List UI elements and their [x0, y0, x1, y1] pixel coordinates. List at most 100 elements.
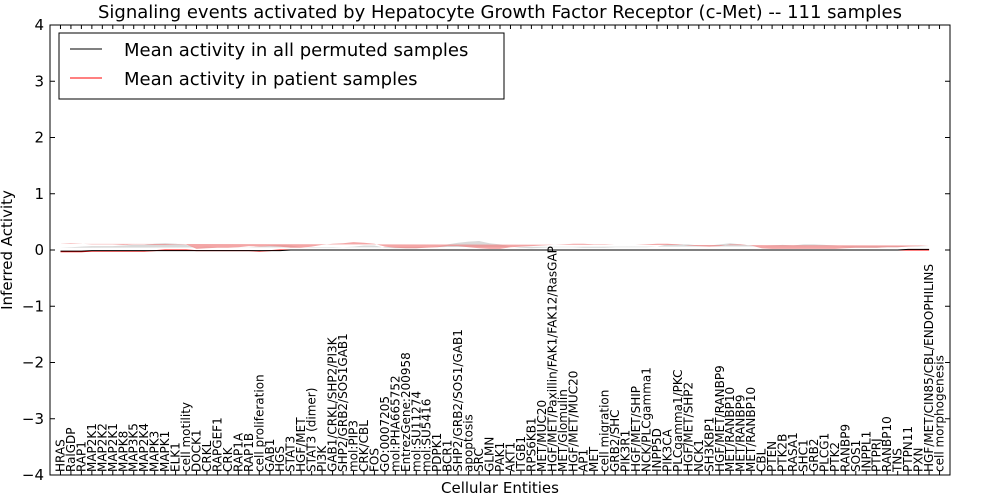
entity-label: CBL	[755, 448, 769, 472]
entity-label: mol:SU11274	[409, 391, 423, 472]
legend-label-patient: Mean activity in patient samples	[124, 69, 418, 90]
entity-label: MAP2K1	[106, 423, 120, 472]
y-tick-label: 0	[34, 241, 44, 259]
entity-label: PTPRJ	[870, 438, 884, 472]
entity-label: CRK	[221, 446, 235, 472]
entity-label: FOS	[367, 448, 381, 472]
entity-label: TNS	[891, 448, 905, 473]
entity-label: HGF/MET/MUC20	[566, 371, 580, 472]
y-tick-label: 4	[34, 16, 44, 34]
y-tick-label: −3	[22, 410, 44, 428]
entity-label: HGS	[273, 446, 287, 472]
y-tick-label: −4	[22, 466, 44, 484]
x-axis: HRASRalGDPRAP1MAP2K1MAP2K2MAP2K1MAPK8MAP…	[54, 25, 947, 475]
entity-label: MAP3K5	[127, 423, 141, 472]
lines-layer	[60, 248, 930, 253]
y-axis-label: Inferred Activity	[0, 190, 16, 310]
patient-band	[60, 242, 930, 249]
entity-label: PAK1	[493, 442, 507, 472]
entity-label: ELK1	[169, 442, 183, 472]
entity-label: SHP2/GRB2/SOS1GAB1	[336, 333, 350, 472]
entity-label: SRC	[472, 448, 486, 472]
entity-label: mol:PHA665752	[388, 375, 402, 472]
entity-label: AP1	[577, 449, 591, 472]
entity-label: RAP1B	[242, 433, 256, 472]
entity-label: mol:PIP3	[347, 420, 361, 472]
entity-label: MAPK1	[158, 431, 172, 472]
entity-label: MAPK8	[116, 431, 130, 472]
y-tick-label: 2	[34, 129, 44, 147]
entity-label: HGF/MET/Paxillin/FAK1/FAK12/RasGAP	[545, 246, 559, 472]
entity-label: INPPL1	[859, 431, 873, 472]
entity-label: GAB1	[263, 439, 277, 472]
entity-label: SHC1	[797, 439, 811, 472]
entity-label: RANBP10	[880, 416, 894, 472]
y-axis: −4 −3 −2 −1 0 1 2 3 4	[22, 16, 950, 484]
chart-title: Signaling events activated by Hepatocyte…	[98, 2, 902, 23]
y-tick-label: −1	[22, 297, 44, 315]
y-tick-label: 3	[34, 72, 44, 90]
entity-label: HGF/MET/RANBP9	[713, 365, 727, 472]
entity-label: STAT3	[284, 436, 298, 472]
entity-label: PTEN	[765, 441, 779, 472]
legend-label-permuted: Mean activity in all permuted samples	[124, 40, 468, 61]
y-tick-label: 1	[34, 185, 44, 203]
entity-label: MAP2K1	[85, 423, 99, 472]
entity-label: HGF/MET	[294, 417, 308, 472]
entity-label: cell motility	[179, 402, 193, 472]
entity-label: PDPK1	[430, 433, 444, 472]
entity-label: AKT1	[504, 442, 518, 472]
entity-label: RalGDP	[64, 427, 78, 472]
entity-label: MAPK3	[148, 431, 162, 472]
entity-label: HGF/MET/SHP2	[681, 382, 695, 472]
entity-label: EntrezGene:200958	[399, 352, 413, 472]
entity-label: RPS6KB1	[524, 417, 538, 472]
permuted-mean-line	[60, 248, 930, 252]
entity-label: BCR1	[441, 440, 455, 472]
entity-label: STAT3 (dimer)	[305, 388, 319, 472]
entity-label: HGF/MET/CIN85/CBL/ENDOPHILINS	[922, 264, 936, 472]
entity-label: RAP1A	[231, 432, 245, 472]
entity-label: PTK2	[828, 442, 842, 472]
bands-layer	[60, 241, 930, 249]
entity-label: PLCgamma1/PKC	[671, 369, 685, 472]
entity-label: PTK2B	[776, 434, 790, 472]
entity-label: cell migration	[598, 390, 612, 472]
entity-label: GLMN	[483, 437, 497, 472]
entity-label: MAP2K4	[137, 423, 151, 472]
entity-label: INPP5D	[650, 428, 664, 472]
entity-label: ITGB1	[514, 436, 528, 472]
entity-label: apoptosis	[462, 414, 476, 472]
entity-label: HGF/MET/SHIP	[629, 386, 643, 472]
entity-label: CRKL	[200, 440, 214, 472]
entity-label: cell morphogenesis	[933, 355, 947, 472]
entity-label: SHP2/GRB2/SOS1/GAB1	[451, 329, 465, 472]
entity-label: RAPGEF1	[210, 417, 224, 472]
entity-label: DOCK1	[190, 429, 204, 472]
entity-label: SOS1	[849, 440, 863, 472]
entity-label: RASA1	[786, 432, 800, 472]
entity-label: MET/RANBP10	[744, 387, 758, 472]
entity-label: MET/RANBP9	[734, 395, 748, 472]
entity-label: cell proliferation	[252, 374, 266, 472]
entity-label: CRK/CBL	[357, 420, 371, 472]
entity-label: MET	[587, 446, 601, 472]
entity-label: MET/MUC20	[535, 400, 549, 472]
entity-label: MET/Glomulin	[556, 389, 570, 472]
entity-label: HRAS	[54, 439, 68, 472]
entity-label: GRB2	[807, 438, 821, 472]
legend-box	[58, 32, 505, 100]
entity-label: PI3K	[315, 445, 329, 472]
entity-label: GAB1/CRKL/SHP2/PI3K	[326, 336, 340, 472]
entity-label: MAP2K2	[95, 423, 109, 472]
entity-label: PTPN11	[901, 426, 915, 472]
entity-label: SH3KBP1	[702, 417, 716, 472]
entity-label: NCK/PLCgamma1	[640, 367, 654, 472]
entity-label: mol:SU5416	[420, 399, 434, 472]
entity-label: GRB2/SHC	[608, 409, 622, 472]
entity-label: RANBP9	[838, 424, 852, 472]
x-axis-label: Cellular Entities	[441, 479, 559, 497]
entity-label: PIK3CA	[660, 428, 674, 472]
entity-label: GO:0007205	[378, 396, 392, 472]
